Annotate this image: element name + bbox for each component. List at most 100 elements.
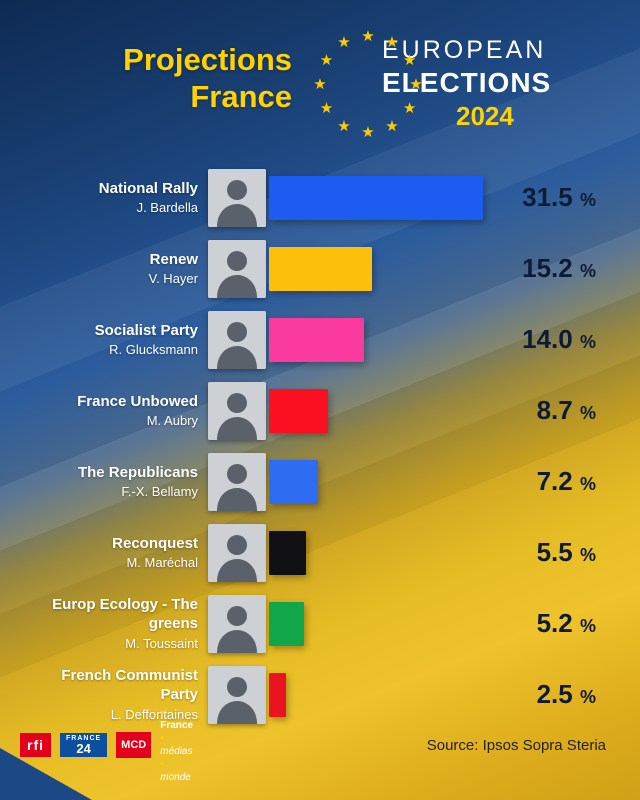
result-bar bbox=[269, 388, 328, 433]
star-icon: ★ bbox=[337, 34, 351, 52]
fmm-line2: • médias bbox=[160, 733, 193, 757]
party-labels: France Unbowed M. Aubry bbox=[26, 393, 208, 429]
party-name: Reconquest bbox=[112, 534, 198, 552]
candidate-name: F.-X. Bellamy bbox=[121, 484, 198, 500]
result-row: Renew V. Hayer 15.2 % bbox=[26, 233, 596, 304]
candidate-name: M. Maréchal bbox=[126, 555, 198, 571]
logo-text-european: EUROPEAN bbox=[382, 36, 547, 64]
bar-track bbox=[269, 601, 486, 646]
candidate-photo bbox=[208, 523, 266, 582]
result-row: Europ Ecology - The greens M. Toussaint … bbox=[26, 588, 596, 659]
result-percentage: 5.5 % bbox=[486, 537, 596, 568]
result-percentage: 31.5 % bbox=[486, 182, 596, 213]
star-icon: ★ bbox=[319, 52, 334, 69]
candidate-photo bbox=[208, 594, 266, 653]
candidate-name: J. Bardella bbox=[136, 200, 198, 216]
candidate-photo bbox=[208, 452, 266, 511]
france-medias-monde-logo: • France • médias • monde bbox=[160, 706, 193, 784]
person-silhouette-icon bbox=[208, 168, 266, 227]
result-percentage: 14.0 % bbox=[486, 324, 596, 355]
header: Projections France ★ ★ ★ ★ ★ ★ ★ ★ ★ ★ ★ ★ EUROPEAN… bbox=[0, 0, 640, 156]
party-labels: Socialist Party R. Glucksmann bbox=[26, 322, 208, 358]
results-bar-chart: National Rally J. Bardella 31.5 % Renew … bbox=[0, 156, 640, 730]
result-percentage: 5.2 % bbox=[486, 608, 596, 639]
france24-logo-line1: FRANCE bbox=[66, 735, 102, 742]
result-bar bbox=[269, 530, 307, 575]
result-row: France Unbowed M. Aubry 8.7 % bbox=[26, 375, 596, 446]
result-bar bbox=[269, 672, 286, 717]
party-labels: French Communist Party L. Deffontaines bbox=[26, 667, 208, 722]
party-name: Socialist Party bbox=[94, 321, 198, 339]
percentage-value: 2.5 bbox=[536, 679, 573, 709]
party-name: French Communist Party bbox=[61, 667, 198, 703]
star-icon: ★ bbox=[409, 76, 423, 93]
candidate-photo bbox=[208, 239, 266, 298]
candidate-photo bbox=[208, 381, 266, 440]
bar-track bbox=[269, 317, 486, 362]
person-silhouette-icon bbox=[208, 452, 266, 511]
star-icon: ★ bbox=[337, 117, 351, 135]
party-labels: Reconquest M. Maréchal bbox=[26, 535, 208, 571]
percentage-unit: % bbox=[579, 616, 596, 636]
source-text: Source: Ipsos Sopra Steria bbox=[426, 736, 606, 754]
bar-track bbox=[269, 530, 486, 575]
percentage-value: 8.7 bbox=[536, 395, 573, 425]
result-percentage: 7.2 % bbox=[486, 466, 596, 497]
result-bar bbox=[269, 601, 305, 646]
candidate-name: V. Hayer bbox=[148, 271, 198, 287]
bar-track bbox=[269, 459, 486, 504]
party-name: Europ Ecology - The greens bbox=[52, 596, 198, 632]
party-name: National Rally bbox=[98, 179, 198, 197]
candidate-photo bbox=[208, 665, 266, 724]
result-row: French Communist Party L. Deffontaines 2… bbox=[26, 659, 596, 730]
page-title-line2: France bbox=[190, 78, 292, 114]
star-icon: ★ bbox=[385, 117, 399, 135]
star-icon: ★ bbox=[319, 100, 334, 117]
person-silhouette-icon bbox=[208, 594, 266, 653]
percentage-value: 5.2 bbox=[536, 608, 573, 638]
percentage-unit: % bbox=[579, 403, 596, 423]
candidate-name: M. Aubry bbox=[146, 413, 198, 429]
star-icon: ★ bbox=[361, 124, 375, 141]
party-labels: National Rally J. Bardella bbox=[26, 180, 208, 216]
star-icon: ★ bbox=[385, 34, 399, 52]
person-silhouette-icon bbox=[208, 310, 266, 369]
eu-stars-circle: ★ ★ ★ ★ ★ ★ ★ ★ ★ ★ ★ ★ bbox=[308, 24, 428, 144]
footer: rfi FRANCE 24 MCD • France • médias • monde… bbox=[0, 706, 640, 784]
result-percentage: 2.5 % bbox=[486, 679, 596, 710]
person-silhouette-icon bbox=[208, 239, 266, 298]
result-row: Reconquest M. Maréchal 5.5 % bbox=[26, 517, 596, 588]
mcd-logo: MCD bbox=[116, 732, 152, 758]
result-row: National Rally J. Bardella 31.5 % bbox=[26, 162, 596, 233]
percentage-value: 31.5 bbox=[522, 182, 573, 212]
fmm-line1: • France bbox=[160, 707, 194, 731]
bar-track bbox=[269, 388, 486, 433]
result-bar bbox=[269, 317, 364, 362]
page-title: Projections France bbox=[0, 26, 292, 156]
logo-text-year: 2024 bbox=[456, 101, 514, 131]
percentage-unit: % bbox=[579, 190, 596, 210]
bar-track bbox=[269, 175, 486, 220]
page-title-line1: Projections bbox=[123, 42, 292, 77]
percentage-unit: % bbox=[579, 687, 596, 707]
result-row: The Republicans F.-X. Bellamy 7.2 % bbox=[26, 446, 596, 517]
result-percentage: 8.7 % bbox=[486, 395, 596, 426]
france24-logo: FRANCE 24 bbox=[60, 733, 108, 757]
result-row: Socialist Party R. Glucksmann 14.0 % bbox=[26, 304, 596, 375]
star-icon: ★ bbox=[402, 100, 417, 117]
candidate-photo bbox=[208, 310, 266, 369]
percentage-unit: % bbox=[579, 474, 596, 494]
party-name: The Republicans bbox=[77, 463, 198, 481]
percentage-value: 5.5 bbox=[536, 537, 573, 567]
party-labels: Renew V. Hayer bbox=[26, 251, 208, 287]
result-percentage: 15.2 % bbox=[486, 253, 596, 284]
percentage-unit: % bbox=[579, 545, 596, 565]
bar-track bbox=[269, 246, 486, 291]
candidate-name: R. Glucksmann bbox=[109, 342, 198, 358]
party-labels: The Republicans F.-X. Bellamy bbox=[26, 464, 208, 500]
candidate-name: M. Toussaint bbox=[125, 635, 198, 651]
person-silhouette-icon bbox=[208, 665, 266, 724]
logo-text-elections: ELECTIONS bbox=[382, 67, 552, 98]
party-name: Renew bbox=[149, 250, 198, 268]
